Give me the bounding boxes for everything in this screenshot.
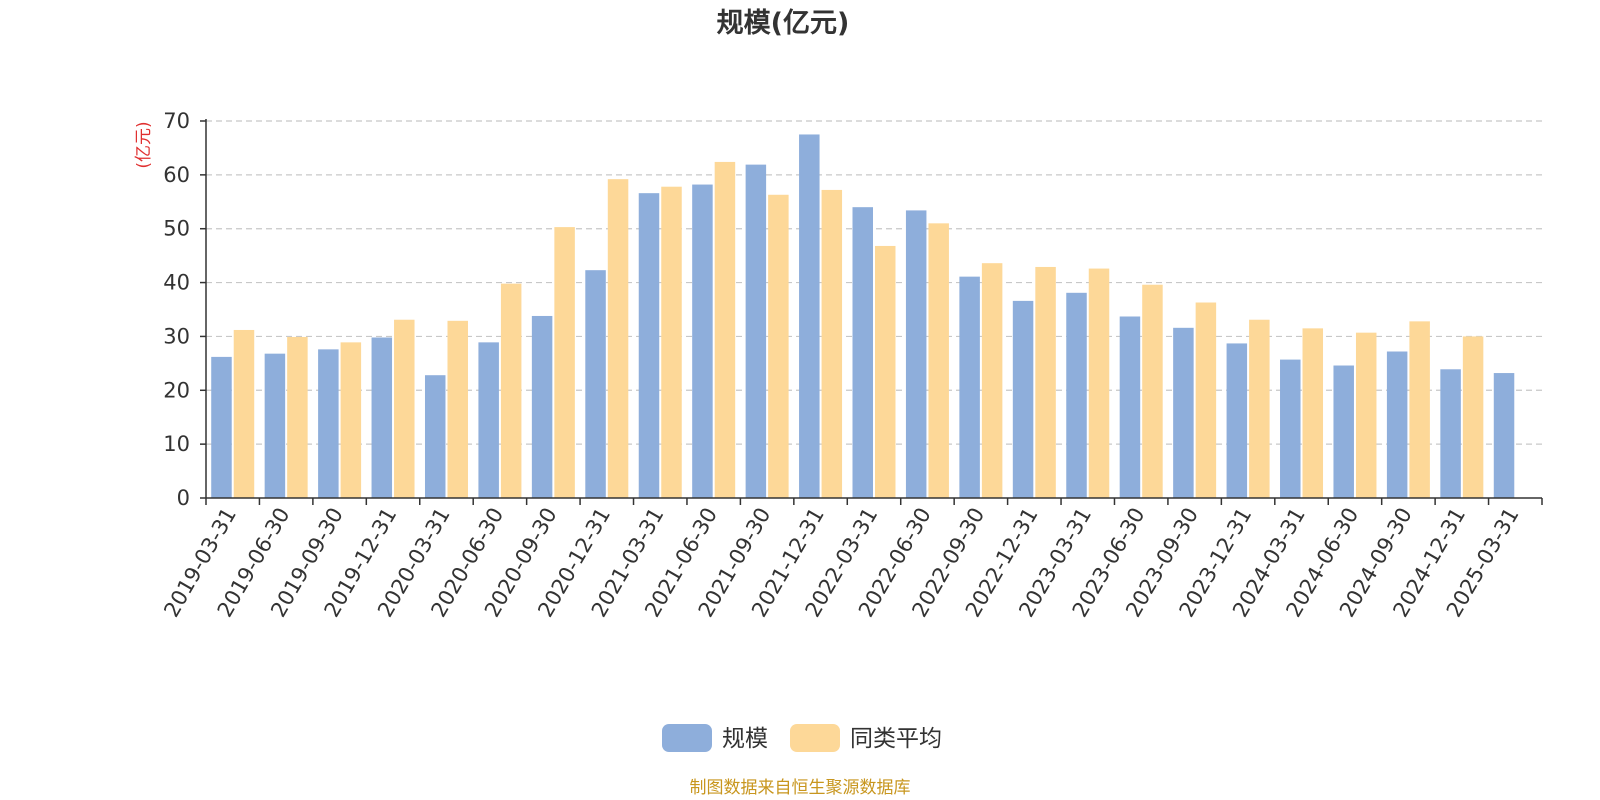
bar-同类平均-2020-03-31 xyxy=(447,320,468,498)
bar-规模-2022-06-30 xyxy=(905,210,927,498)
bar-同类平均-2024-03-31 xyxy=(1302,328,1324,498)
bar-规模-2024-06-30 xyxy=(1333,365,1354,498)
bar-规模-2023-09-30 xyxy=(1173,327,1194,498)
x-tick-labels: 2019-03-312019-06-302019-09-302019-12-31… xyxy=(159,504,1523,622)
y-tick-label: 70 xyxy=(163,109,190,133)
bar-同类平均-2020-12-31 xyxy=(607,179,629,498)
bar-规模-2024-03-31 xyxy=(1280,359,1301,498)
bar-规模-2021-09-30 xyxy=(745,164,767,499)
bar-同类平均-2019-09-30 xyxy=(340,342,362,498)
bar-同类平均-2022-09-30 xyxy=(981,263,1003,498)
bar-规模-2020-09-30 xyxy=(531,315,553,498)
bar-同类平均-2021-03-31 xyxy=(661,186,682,498)
bar-规模-2022-09-30 xyxy=(959,276,980,498)
bar-同类平均-2021-12-31 xyxy=(821,189,843,499)
bar-规模-2025-03-31 xyxy=(1493,373,1515,498)
axes xyxy=(200,119,1543,505)
y-axis-label: (亿元) xyxy=(134,121,154,168)
bar-规模-2021-06-30 xyxy=(692,184,713,498)
bar-同类平均-2021-06-30 xyxy=(714,161,736,498)
y-tick-label: 40 xyxy=(163,271,190,295)
bar-同类平均-2022-06-30 xyxy=(928,223,949,499)
y-tick-labels: 0 10 20 30 40 50 60 70 xyxy=(163,109,190,510)
y-tick-label: 10 xyxy=(163,432,190,456)
y-tick-label: 60 xyxy=(163,163,190,187)
bar-同类平均-2024-06-30 xyxy=(1355,332,1377,498)
bar-规模-2023-03-31 xyxy=(1066,292,1087,498)
y-tick-label: 0 xyxy=(177,486,190,510)
bar-规模-2021-03-31 xyxy=(638,193,660,498)
bar-同类平均-2019-03-31 xyxy=(233,329,255,498)
bar-同类平均-2020-06-30 xyxy=(500,283,522,498)
bar-同类平均-2022-03-31 xyxy=(875,245,896,498)
y-tick-label: 20 xyxy=(163,378,190,402)
bar-同类平均-2023-12-31 xyxy=(1249,319,1270,498)
legend-swatch-同类平均 xyxy=(790,724,840,752)
y-tick-label: 30 xyxy=(163,324,190,348)
bar-同类平均-2024-09-30 xyxy=(1409,321,1430,498)
bar-规模-2022-03-31 xyxy=(852,207,873,498)
bar-同类平均-2019-12-31 xyxy=(394,319,415,498)
bar-规模-2024-09-30 xyxy=(1386,351,1408,498)
bar-同类平均-2020-09-30 xyxy=(554,227,575,498)
bar-规模-2023-12-31 xyxy=(1226,343,1248,498)
bar-同类平均-2019-06-30 xyxy=(287,336,308,498)
bar-规模-2021-12-31 xyxy=(799,134,820,498)
bar-规模-2019-06-30 xyxy=(264,353,286,498)
legend: 规模 同类平均 xyxy=(662,724,942,752)
y-tick-label: 50 xyxy=(163,217,190,241)
bar-同类平均-2023-09-30 xyxy=(1195,302,1217,498)
chart-title: 规模(亿元) xyxy=(717,8,850,39)
bar-规模-2020-12-31 xyxy=(585,270,606,498)
legend-label-规模: 规模 xyxy=(722,726,768,752)
source-note: 制图数据来自恒生聚源数据库 xyxy=(690,778,911,798)
bar-同类平均-2022-12-31 xyxy=(1035,266,1056,498)
bar-规模-2022-12-31 xyxy=(1012,300,1034,498)
bar-规模-2024-12-31 xyxy=(1440,369,1461,498)
bar-规模-2019-09-30 xyxy=(318,349,339,498)
bar-规模-2019-12-31 xyxy=(371,337,393,498)
bars-group xyxy=(211,134,1515,499)
bar-同类平均-2024-12-31 xyxy=(1462,336,1484,498)
bar-同类平均-2021-09-30 xyxy=(768,194,789,498)
bar-同类平均-2023-06-30 xyxy=(1142,284,1163,498)
legend-swatch-规模 xyxy=(662,724,712,752)
bar-规模-2023-06-30 xyxy=(1119,316,1141,498)
bar-同类平均-2023-03-31 xyxy=(1088,268,1110,498)
bar-规模-2020-03-31 xyxy=(424,375,446,498)
legend-label-同类平均: 同类平均 xyxy=(850,726,942,752)
bar-规模-2019-03-31 xyxy=(211,356,232,498)
bar-规模-2020-06-30 xyxy=(478,342,499,498)
